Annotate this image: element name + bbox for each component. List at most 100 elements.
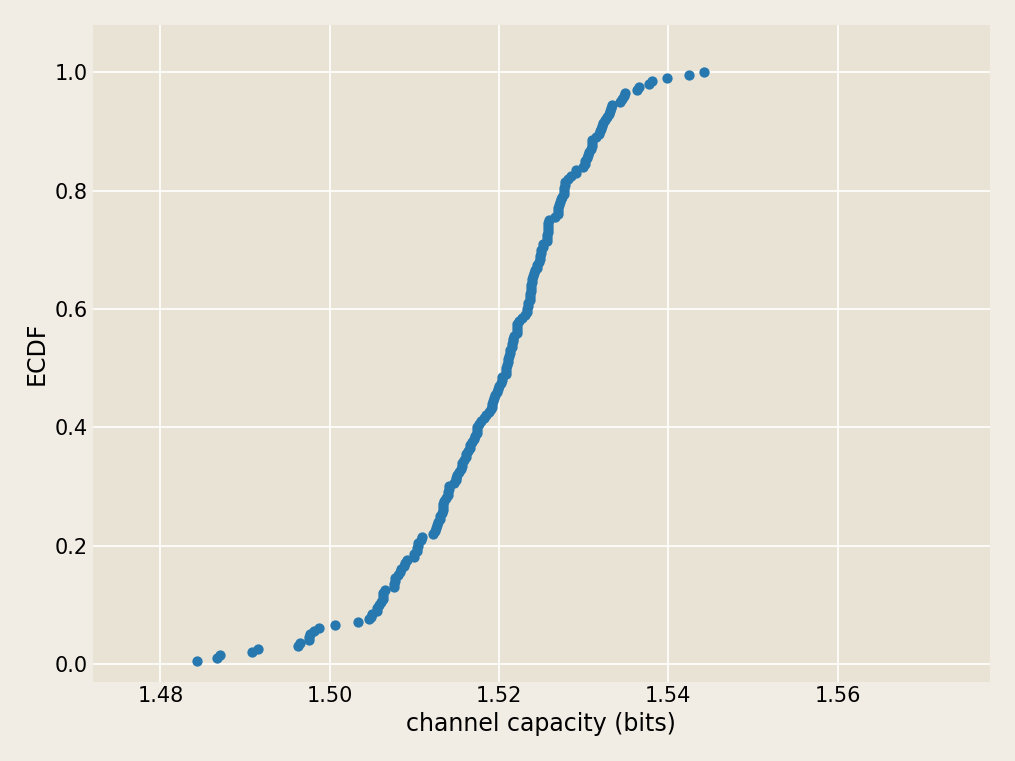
Point — [469, 421, 485, 433]
Point — [437, 492, 454, 505]
Point — [533, 244, 549, 256]
Point — [529, 262, 545, 274]
Point — [432, 510, 449, 522]
Point — [540, 226, 556, 238]
Point — [427, 522, 444, 534]
Point — [593, 123, 609, 135]
Point — [680, 69, 696, 81]
Point — [506, 330, 523, 342]
Point — [412, 533, 428, 546]
Point — [556, 187, 572, 199]
Point — [410, 540, 426, 552]
Point — [510, 317, 526, 330]
Point — [497, 362, 514, 374]
Point — [519, 303, 535, 315]
Point — [520, 297, 536, 309]
Point — [368, 604, 385, 616]
Point — [531, 256, 547, 268]
Point — [601, 107, 617, 119]
Point — [583, 143, 599, 155]
Point — [577, 158, 593, 170]
Point — [311, 622, 327, 635]
Point — [212, 649, 228, 661]
Point — [433, 507, 450, 519]
Point — [493, 374, 510, 386]
Point — [300, 634, 317, 646]
Point — [584, 140, 600, 152]
Point — [371, 599, 388, 611]
Point — [550, 202, 566, 215]
Point — [504, 336, 521, 348]
Point — [471, 419, 487, 431]
Point — [410, 537, 426, 549]
Point — [392, 566, 408, 578]
Point — [483, 400, 499, 412]
Point — [567, 167, 584, 179]
Point — [462, 442, 478, 454]
Point — [406, 551, 422, 563]
Point — [291, 637, 308, 649]
Point — [593, 126, 609, 138]
Point — [492, 377, 509, 389]
Point — [539, 232, 555, 244]
Point — [535, 240, 551, 253]
Point — [568, 164, 585, 176]
Point — [551, 199, 567, 212]
Y-axis label: ECDF: ECDF — [25, 322, 49, 385]
Point — [244, 646, 260, 658]
Point — [434, 504, 451, 516]
Point — [630, 81, 647, 93]
Point — [387, 575, 403, 587]
Point — [374, 596, 390, 608]
Point — [489, 383, 505, 395]
Point — [520, 300, 536, 312]
Point — [557, 176, 573, 188]
Point — [504, 339, 521, 351]
Point — [301, 628, 318, 640]
Point — [449, 469, 465, 481]
Point — [518, 309, 534, 321]
Point — [290, 640, 307, 652]
Point — [364, 607, 381, 619]
Point — [482, 403, 498, 416]
Point — [349, 616, 365, 629]
Point — [549, 209, 565, 221]
Point — [580, 152, 596, 164]
Point — [436, 495, 453, 508]
Point — [493, 371, 510, 383]
Point — [464, 436, 480, 448]
Point — [377, 584, 393, 596]
Point — [481, 406, 497, 419]
Point — [523, 285, 539, 298]
Point — [500, 350, 517, 362]
Point — [556, 184, 572, 196]
Point — [563, 170, 580, 182]
Point — [250, 643, 266, 655]
Point — [584, 137, 600, 149]
Point — [434, 501, 451, 513]
Point — [406, 549, 422, 561]
Point — [604, 99, 620, 111]
Point — [409, 546, 425, 558]
Point — [595, 116, 611, 129]
Point — [428, 519, 445, 531]
Point — [524, 279, 540, 291]
Point — [540, 220, 556, 232]
Point — [467, 430, 483, 442]
Point — [208, 652, 224, 664]
X-axis label: channel capacity (bits): channel capacity (bits) — [406, 712, 676, 736]
Point — [469, 424, 485, 436]
Point — [500, 353, 517, 365]
Point — [522, 288, 538, 301]
Point — [469, 427, 485, 439]
Point — [484, 394, 500, 406]
Point — [505, 333, 522, 345]
Point — [525, 270, 541, 282]
Point — [577, 155, 593, 167]
Point — [435, 498, 452, 510]
Point — [462, 439, 478, 451]
Point — [413, 530, 429, 543]
Point — [393, 563, 409, 575]
Point — [523, 282, 539, 295]
Point — [478, 409, 494, 422]
